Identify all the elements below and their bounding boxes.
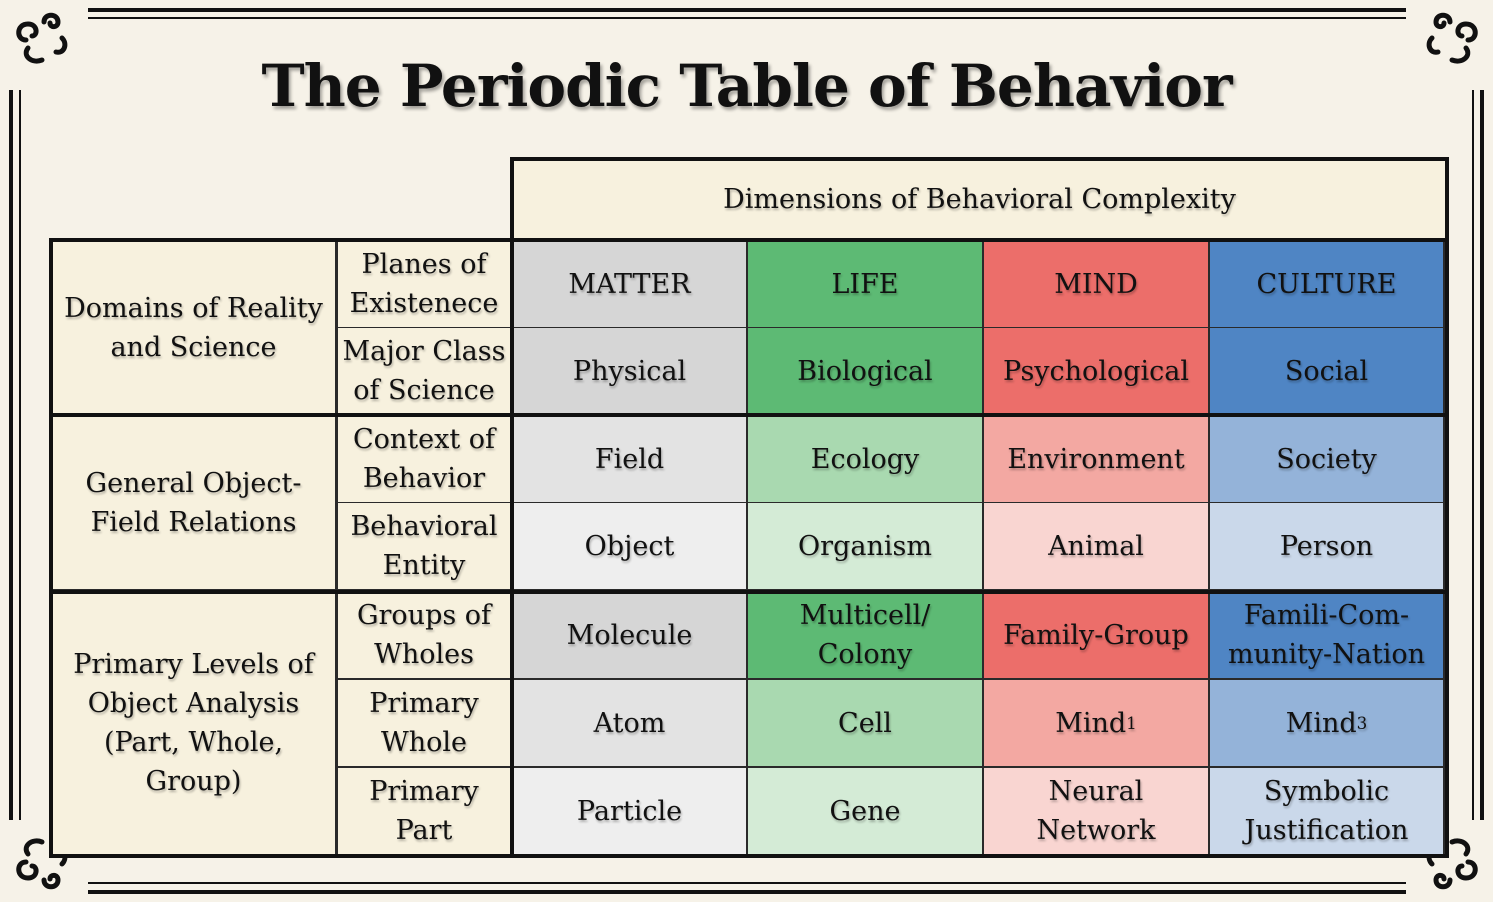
table-cell: Mind 1 — [984, 680, 1210, 768]
table-cell: Famili-Com- munity-Nation — [1210, 592, 1445, 680]
group-label-1: Domains of Reality and Science — [52, 241, 337, 416]
table-cell: Object — [513, 503, 748, 591]
row-label: Planes of Existenece — [336, 241, 512, 329]
cell-text: Neural Network — [1036, 776, 1156, 846]
dimensions-header: Dimensions of Behavioral Complexity — [512, 159, 1447, 240]
cell-text: Particle — [576, 795, 683, 827]
cell-text: Multicell/ Colony — [799, 600, 931, 670]
frame-bottom-line-outer — [88, 890, 1406, 894]
table-bottom-border — [49, 854, 1449, 858]
cell-text: Person — [1279, 530, 1374, 562]
table-cell: Neural Network — [984, 768, 1210, 856]
table-cell: Psychological — [984, 328, 1210, 416]
table-cell: Animal — [984, 503, 1210, 591]
table-cell: Family-Group — [984, 592, 1210, 680]
group-label-2: General Object-Field Relations — [52, 416, 337, 591]
table-cell: Society — [1210, 416, 1445, 504]
table-cell: Biological — [748, 328, 984, 416]
table-cell: Ecology — [748, 416, 984, 504]
frame-right-line-inner — [1472, 90, 1474, 820]
table-left-border — [49, 238, 53, 858]
frame-left-line-inner — [19, 90, 21, 820]
row-label: Groups of Wholes — [336, 592, 512, 680]
cell-text: LIFE — [831, 268, 899, 300]
cell-text: Molecule — [566, 619, 693, 651]
table-cell: Social — [1210, 328, 1445, 416]
table-right-border — [1445, 238, 1449, 858]
page-title: The Periodic Table of Behavior — [261, 52, 1232, 120]
cell-text: Environment — [1007, 443, 1185, 475]
header-left-border — [510, 157, 514, 243]
cell-text: Mind — [1285, 707, 1357, 739]
header-top-border — [510, 157, 1449, 161]
table-cell: Organism — [748, 503, 984, 591]
cell-text: Mind — [1055, 707, 1127, 739]
cell-text: Society — [1276, 443, 1377, 475]
cell-text: Object — [584, 530, 675, 562]
table-cell: Multicell/ Colony — [748, 592, 984, 680]
cell-text: Social — [1284, 355, 1369, 387]
table-cell: Physical — [513, 328, 748, 416]
table-cell: Symbolic Justification — [1210, 768, 1445, 856]
table-cell: Person — [1210, 503, 1445, 591]
table-cell: Molecule — [513, 592, 748, 680]
table-cell: Field — [513, 416, 748, 504]
cell-text: Family-Group — [1003, 619, 1189, 651]
cell-text: Atom — [593, 707, 666, 739]
cell-text: MATTER — [568, 268, 691, 300]
corner-ornament-top-left — [16, 12, 68, 64]
table-cell: Atom — [513, 680, 748, 768]
cell-text: Psychological — [1003, 355, 1189, 387]
cell-text: MIND — [1054, 268, 1138, 300]
row-label: Primary Whole — [336, 680, 512, 768]
cell-text: Symbolic Justification — [1244, 776, 1409, 846]
column-header-life: LIFE — [748, 241, 984, 329]
label-column-divider — [510, 238, 514, 858]
column-header-matter: MATTER — [513, 241, 748, 329]
header-right-border — [1445, 157, 1449, 243]
group-label-3: Primary Levels of Object Analysis (Part,… — [52, 592, 337, 856]
table-cell: Mind 3 — [1210, 680, 1445, 768]
corner-ornament-top-right — [1426, 12, 1478, 64]
cell-text: Animal — [1048, 530, 1144, 562]
cell-text: Field — [594, 443, 665, 475]
group-divider-2 — [49, 590, 1449, 594]
table-cell: Gene — [748, 768, 984, 856]
row-label: Context of Behavior — [336, 416, 512, 504]
cell-text: Gene — [829, 795, 901, 827]
row-label: Primary Part — [336, 768, 512, 856]
frame-right-line-outer — [1480, 90, 1484, 820]
frame-top-line-inner — [88, 17, 1406, 19]
frame-bottom-line-inner — [88, 882, 1406, 884]
frame-top-line-outer — [88, 8, 1406, 12]
row-label: Major Class of Science — [336, 328, 512, 416]
frame-left-line-outer — [9, 90, 13, 820]
table-cell: Environment — [984, 416, 1210, 504]
cell-text: Famili-Com- munity-Nation — [1227, 600, 1426, 670]
cell-text: Physical — [572, 355, 687, 387]
cell-text: Cell — [838, 707, 892, 739]
cell-text: Organism — [798, 530, 932, 562]
column-header-mind: MIND — [984, 241, 1210, 329]
cell-text: Biological — [797, 355, 933, 387]
column-header-culture: CULTURE — [1210, 241, 1445, 329]
table-cell: Cell — [748, 680, 984, 768]
row-label: Behavioral Entity — [336, 503, 512, 591]
table-top-border — [49, 238, 1449, 242]
table-cell: Particle — [513, 768, 748, 856]
cell-text: Ecology — [810, 443, 920, 475]
group-divider-1 — [49, 413, 1449, 417]
cell-text: CULTURE — [1256, 268, 1397, 300]
